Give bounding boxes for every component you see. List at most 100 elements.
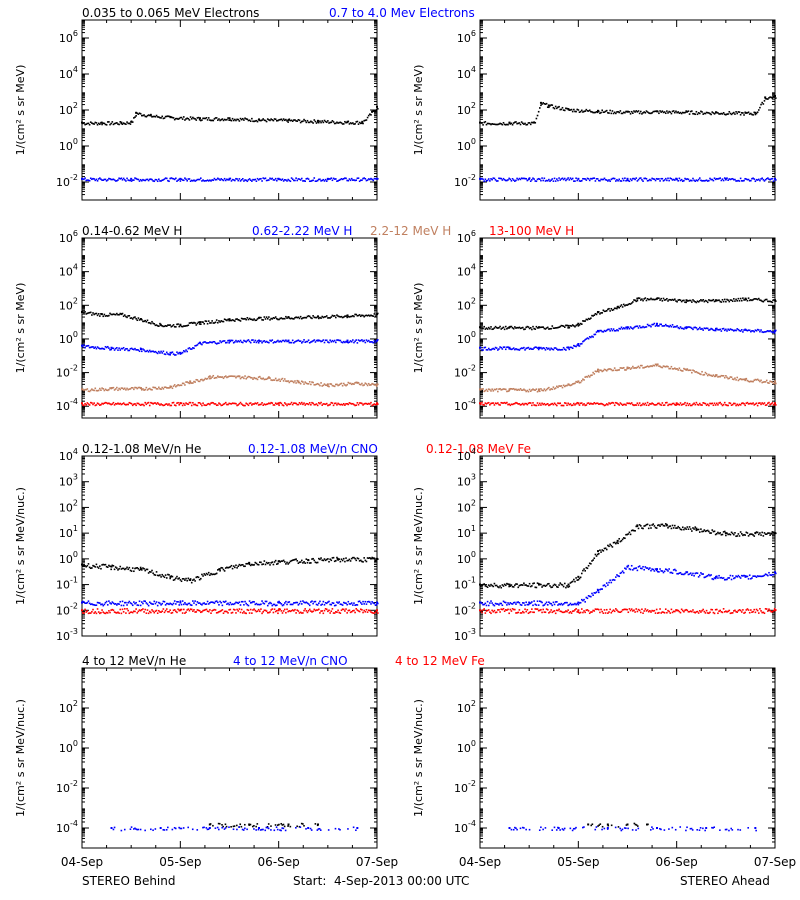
data-point xyxy=(689,299,692,302)
data-point xyxy=(528,327,531,330)
data-point xyxy=(487,388,490,390)
data-point xyxy=(165,351,168,354)
data-point xyxy=(688,369,691,371)
data-point xyxy=(584,404,586,407)
data-point xyxy=(249,341,252,344)
data-point xyxy=(243,603,245,606)
data-point xyxy=(576,108,579,111)
data-point xyxy=(184,384,186,386)
data-point xyxy=(373,403,376,405)
data-point xyxy=(201,378,203,381)
data-point xyxy=(679,402,682,404)
data-point xyxy=(278,341,280,343)
data-point xyxy=(239,117,242,120)
data-point xyxy=(356,120,359,123)
data-point xyxy=(190,382,193,384)
data-point xyxy=(273,603,276,606)
data-point xyxy=(121,600,124,603)
data-point xyxy=(635,367,638,369)
data-point xyxy=(147,114,150,116)
data-point xyxy=(241,612,244,614)
data-point xyxy=(280,560,283,562)
data-point xyxy=(735,329,737,332)
data-point xyxy=(251,117,253,120)
data-point xyxy=(357,177,360,179)
data-point xyxy=(155,114,158,117)
data-point xyxy=(201,604,203,606)
data-point xyxy=(127,388,129,391)
data-point xyxy=(93,612,95,614)
data-point xyxy=(217,177,219,180)
data-point xyxy=(319,178,321,181)
data-point xyxy=(204,608,207,611)
data-point xyxy=(580,402,583,404)
data-point xyxy=(213,602,216,604)
data-point xyxy=(138,609,141,611)
data-point xyxy=(504,388,507,391)
data-point xyxy=(645,110,648,112)
data-point xyxy=(361,339,363,341)
data-point xyxy=(332,177,335,180)
data-point xyxy=(525,326,527,329)
data-point xyxy=(119,600,122,603)
data-point xyxy=(135,115,137,117)
data-point xyxy=(597,368,599,371)
data-point xyxy=(751,177,753,180)
data-point xyxy=(244,375,246,377)
data-point xyxy=(517,122,520,125)
data-point xyxy=(525,390,527,393)
data-point xyxy=(745,402,748,405)
data-point xyxy=(529,390,532,392)
data-point xyxy=(257,603,260,606)
data-point xyxy=(172,117,175,119)
data-point xyxy=(345,121,347,124)
data-point xyxy=(201,610,203,613)
data-point xyxy=(327,558,329,560)
data-point xyxy=(229,375,232,377)
data-point xyxy=(151,603,153,605)
data-point xyxy=(327,178,329,181)
data-point xyxy=(205,117,208,119)
data-point xyxy=(554,105,557,108)
data-point xyxy=(130,402,133,405)
data-point xyxy=(727,328,729,331)
data-point xyxy=(296,339,299,342)
data-point xyxy=(227,602,229,605)
data-point xyxy=(106,389,109,392)
data-point xyxy=(767,177,769,179)
series-0-14-0-62-mev-h xyxy=(479,297,777,331)
data-point xyxy=(576,381,579,384)
data-point xyxy=(83,178,85,181)
data-point xyxy=(312,179,314,182)
data-point xyxy=(551,104,554,106)
data-point xyxy=(586,110,589,112)
data-point xyxy=(128,122,131,125)
data-point xyxy=(596,370,599,373)
data-point xyxy=(613,404,616,407)
data-point xyxy=(359,559,362,562)
data-point xyxy=(336,556,338,559)
data-point xyxy=(193,179,195,181)
data-point xyxy=(274,118,277,121)
data-point xyxy=(768,382,770,384)
data-point xyxy=(141,114,143,117)
data-point xyxy=(336,339,338,341)
data-point xyxy=(89,612,92,614)
data-point xyxy=(332,602,335,604)
data-point xyxy=(657,325,659,327)
data-point xyxy=(237,118,240,121)
data-point xyxy=(84,311,86,313)
data-point xyxy=(367,600,370,603)
data-point xyxy=(190,404,193,407)
data-point xyxy=(728,178,731,180)
data-point xyxy=(100,178,102,181)
data-point xyxy=(110,403,112,406)
data-point xyxy=(239,180,242,182)
data-point xyxy=(204,574,207,576)
data-point xyxy=(736,403,739,406)
data-point xyxy=(110,603,112,605)
data-point xyxy=(280,118,283,121)
data-point xyxy=(262,319,265,321)
data-point xyxy=(156,180,159,183)
data-point xyxy=(141,318,143,321)
